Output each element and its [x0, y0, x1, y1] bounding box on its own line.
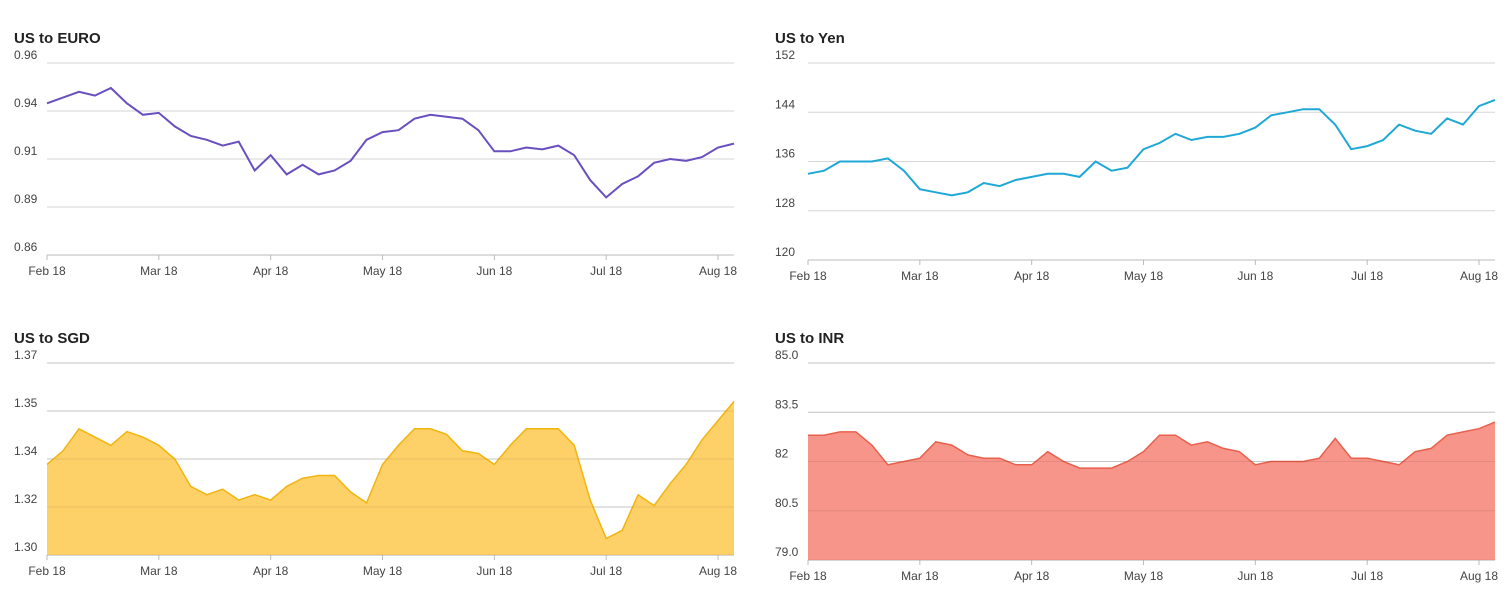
chart-title: US to SGD [14, 330, 90, 347]
chart-panel: US to INR 79.0 80.5 82 83.5 85.0 Feb 18 Mar 18 A… [775, 330, 1498, 583]
x-tick-label: Apr 18 [1014, 569, 1050, 583]
line [46, 400, 735, 540]
x-tick-label: May 18 [1124, 269, 1164, 283]
x-tick-label: Aug 18 [1460, 569, 1498, 583]
x-tick-label: Mar 18 [140, 564, 178, 578]
y-tick-label: 1.37 [14, 348, 38, 362]
x-tick-label: May 18 [1124, 569, 1164, 583]
x-tick-label: Apr 18 [253, 564, 289, 578]
chart-title: US to EURO [14, 30, 101, 47]
y-tick-label: 0.89 [14, 192, 38, 206]
chart-panel: US to EURO 0.86 0.89 0.91 0.94 0.96 Feb 18 Mar … [14, 30, 737, 278]
y-tick-label: 85.0 [775, 348, 799, 362]
x-tick-label: Jul 18 [590, 264, 622, 278]
chart-title: US to INR [775, 330, 844, 347]
y-tick-label: 1.34 [14, 444, 38, 458]
line [46, 86, 735, 199]
y-tick-label: 79.0 [775, 545, 799, 559]
x-tick-label: Jun 18 [1237, 269, 1273, 283]
y-tick-label: 80.5 [775, 496, 799, 510]
y-tick-label: 1.32 [14, 492, 38, 506]
x-tick-label: Apr 18 [253, 264, 289, 278]
x-tick-label: Mar 18 [901, 269, 939, 283]
area [808, 422, 1495, 560]
chart-title: US to Yen [775, 30, 845, 47]
x-tick-label: Mar 18 [140, 264, 178, 278]
area [47, 401, 734, 555]
y-tick-label: 0.96 [14, 48, 38, 62]
x-tick-label: May 18 [363, 264, 403, 278]
y-tick-label: 144 [775, 97, 795, 111]
y-tick-label: 152 [775, 48, 795, 62]
x-tick-label: Jun 18 [476, 564, 512, 578]
x-tick-label: Aug 18 [699, 264, 737, 278]
x-tick-label: Mar 18 [901, 569, 939, 583]
x-tick-label: Feb 18 [789, 569, 827, 583]
chart-panel: US to SGD 1.30 1.32 1.34 1.35 1.37 Feb 18 Mar 1… [14, 330, 737, 578]
y-tick-label: 0.91 [14, 144, 38, 158]
x-tick-label: May 18 [363, 564, 403, 578]
x-tick-label: Feb 18 [28, 264, 66, 278]
line [808, 421, 1496, 469]
x-tick-label: Jun 18 [1237, 569, 1273, 583]
x-tick-label: Feb 18 [789, 269, 827, 283]
x-tick-label: Feb 18 [28, 564, 66, 578]
y-tick-label: 1.30 [14, 540, 38, 554]
x-tick-label: Apr 18 [1014, 269, 1050, 283]
x-tick-label: Aug 18 [699, 564, 737, 578]
x-tick-label: Jul 18 [1351, 569, 1383, 583]
y-tick-label: 82 [775, 447, 789, 461]
y-tick-label: 0.86 [14, 240, 38, 254]
x-tick-label: Jun 18 [476, 264, 512, 278]
x-tick-label: Aug 18 [1460, 269, 1498, 283]
x-tick-label: Jul 18 [1351, 269, 1383, 283]
y-tick-label: 1.35 [14, 396, 38, 410]
y-tick-label: 120 [775, 245, 795, 259]
line [807, 98, 1496, 197]
y-tick-label: 0.94 [14, 96, 38, 110]
y-tick-label: 136 [775, 147, 795, 161]
x-tick-label: Jul 18 [590, 564, 622, 578]
y-tick-label: 83.5 [775, 397, 799, 411]
chart-panel: US to Yen 120 128 136 144 152 Feb 18 Mar 18 Apr … [775, 30, 1498, 283]
y-tick-label: 128 [775, 196, 795, 210]
